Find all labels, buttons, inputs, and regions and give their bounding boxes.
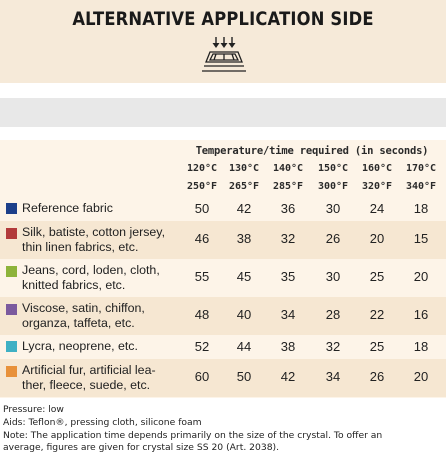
notes: Pressure: low Aids: Teflon®, pressing cl… [3,404,443,455]
temperature-heading: Temperature/time required (in seconds) [195,145,429,157]
time-value: 32 [325,339,341,354]
fabric-row: Viscose, satin, chiffon, organza, taffeta… [0,297,446,335]
separator-band [0,98,446,127]
fabric-label: Viscose, satin, chiffon, organza, taffeta… [22,301,182,331]
color-swatch [6,341,17,352]
fabric-row: Silk, batiste, cotton jersey, thin linen … [0,221,446,259]
color-swatch [6,228,17,239]
time-value: 25 [369,339,385,354]
fabric-label-line: Viscose, satin, chiffon, [22,301,145,315]
time-value: 38 [280,339,296,354]
time-value: 42 [236,201,252,216]
fabric-label: Reference fabric [22,201,182,216]
time-value: 18 [413,201,429,216]
time-value: 40 [236,307,252,322]
time-value: 30 [325,269,341,284]
page-title: ALTERNATIVE APPLICATION SIDE [72,8,374,30]
time-value: 44 [236,339,252,354]
fabric-label: Lycra, neoprene, etc. [22,339,182,354]
time-value: 38 [236,231,252,246]
size-note-line-2: average, figures are given for crystal s… [3,442,280,454]
time-value: 26 [325,231,341,246]
temp-celsius: 140°C [272,163,304,174]
fabric-row: Artificial fur, artificial lea-ther, fle… [0,359,446,397]
fabric-label: Silk, batiste, cotton jersey, thin linen … [22,225,182,255]
time-value: 46 [194,231,210,246]
temp-fahrenheit: 250°F [186,181,218,192]
temp-fahrenheit: 300°F [317,181,349,192]
fabric-label-line: knitted fabrics, etc. [22,278,126,292]
fabric-label: Artificial fur, artificial lea-ther, fle… [22,363,182,393]
time-value: 24 [369,201,385,216]
time-value: 20 [369,231,385,246]
aids-note: Aids: Teflon®, pressing cloth, silicone … [3,416,202,428]
fabric-label: Jeans, cord, loden, cloth, knitted fabric… [22,263,182,293]
temp-fahrenheit: 340°F [405,181,437,192]
temp-col-3: 140°C 285°F [268,160,308,196]
fabric-label-line: Artificial fur, artificial lea- [22,363,156,377]
pressure-note: Pressure: low [3,404,64,415]
fabric-label-line: Silk, batiste, cotton jersey, [22,225,166,239]
time-value: 34 [325,369,341,384]
temp-col-6: 170°C 340°F [401,160,441,196]
time-value: 48 [194,307,210,322]
time-value: 60 [194,369,210,384]
time-value: 36 [280,201,296,216]
time-value: 16 [413,307,429,322]
time-value: 50 [194,201,210,216]
time-value: 32 [280,231,296,246]
time-value: 22 [369,307,385,322]
temperature-header: Temperature/time required (in seconds) 1… [0,143,446,195]
time-value: 50 [236,369,252,384]
fabric-row: Lycra, neoprene, etc. 52 44 38 32 25 18 [0,335,446,359]
color-swatch [6,203,17,214]
time-value: 25 [369,269,385,284]
time-value: 42 [280,369,296,384]
header-band [0,0,446,83]
fabric-label-line: thin linen fabrics, etc. [22,240,139,254]
time-value: 34 [280,307,296,322]
temp-fahrenheit: 320°F [361,181,393,192]
time-value: 35 [280,269,296,284]
time-value: 30 [325,201,341,216]
fabric-label-line: ther, fleece, suede, etc. [22,378,151,392]
time-value: 20 [413,269,429,284]
temp-celsius: 170°C [405,163,437,174]
temp-celsius: 120°C [186,163,218,174]
fabric-row: Jeans, cord, loden, cloth, knitted fabric… [0,259,446,297]
heat-press-icon [202,37,246,72]
temp-celsius: 130°C [228,163,260,174]
color-swatch [6,304,17,315]
temp-col-4: 150°C 300°F [313,160,353,196]
temp-celsius: 160°C [361,163,393,174]
temp-celsius: 150°C [317,163,349,174]
fabric-label-line: organza, taffeta, etc. [22,316,135,330]
fabric-label-line: Lycra, neoprene, etc. [22,339,138,353]
fabric-label-line: Reference fabric [22,201,113,215]
temp-col-5: 160°C 320°F [357,160,397,196]
time-value: 26 [369,369,385,384]
time-value: 45 [236,269,252,284]
time-value: 52 [194,339,210,354]
fabric-row: Reference fabric 50 42 36 30 24 18 [0,197,446,221]
time-value: 20 [413,369,429,384]
size-note-line-1: Note: The application time depends prima… [3,429,383,441]
time-value: 18 [413,339,429,354]
temp-fahrenheit: 285°F [272,181,304,192]
color-swatch [6,266,17,277]
fabric-label-line: Jeans, cord, loden, cloth, [22,263,160,277]
time-value: 55 [194,269,210,284]
temp-fahrenheit: 265°F [228,181,260,192]
temp-col-2: 130°C 265°F [224,160,264,196]
color-swatch [6,366,17,377]
time-value: 28 [325,307,341,322]
temp-col-1: 120°C 250°F [182,160,222,196]
time-value: 15 [413,231,429,246]
